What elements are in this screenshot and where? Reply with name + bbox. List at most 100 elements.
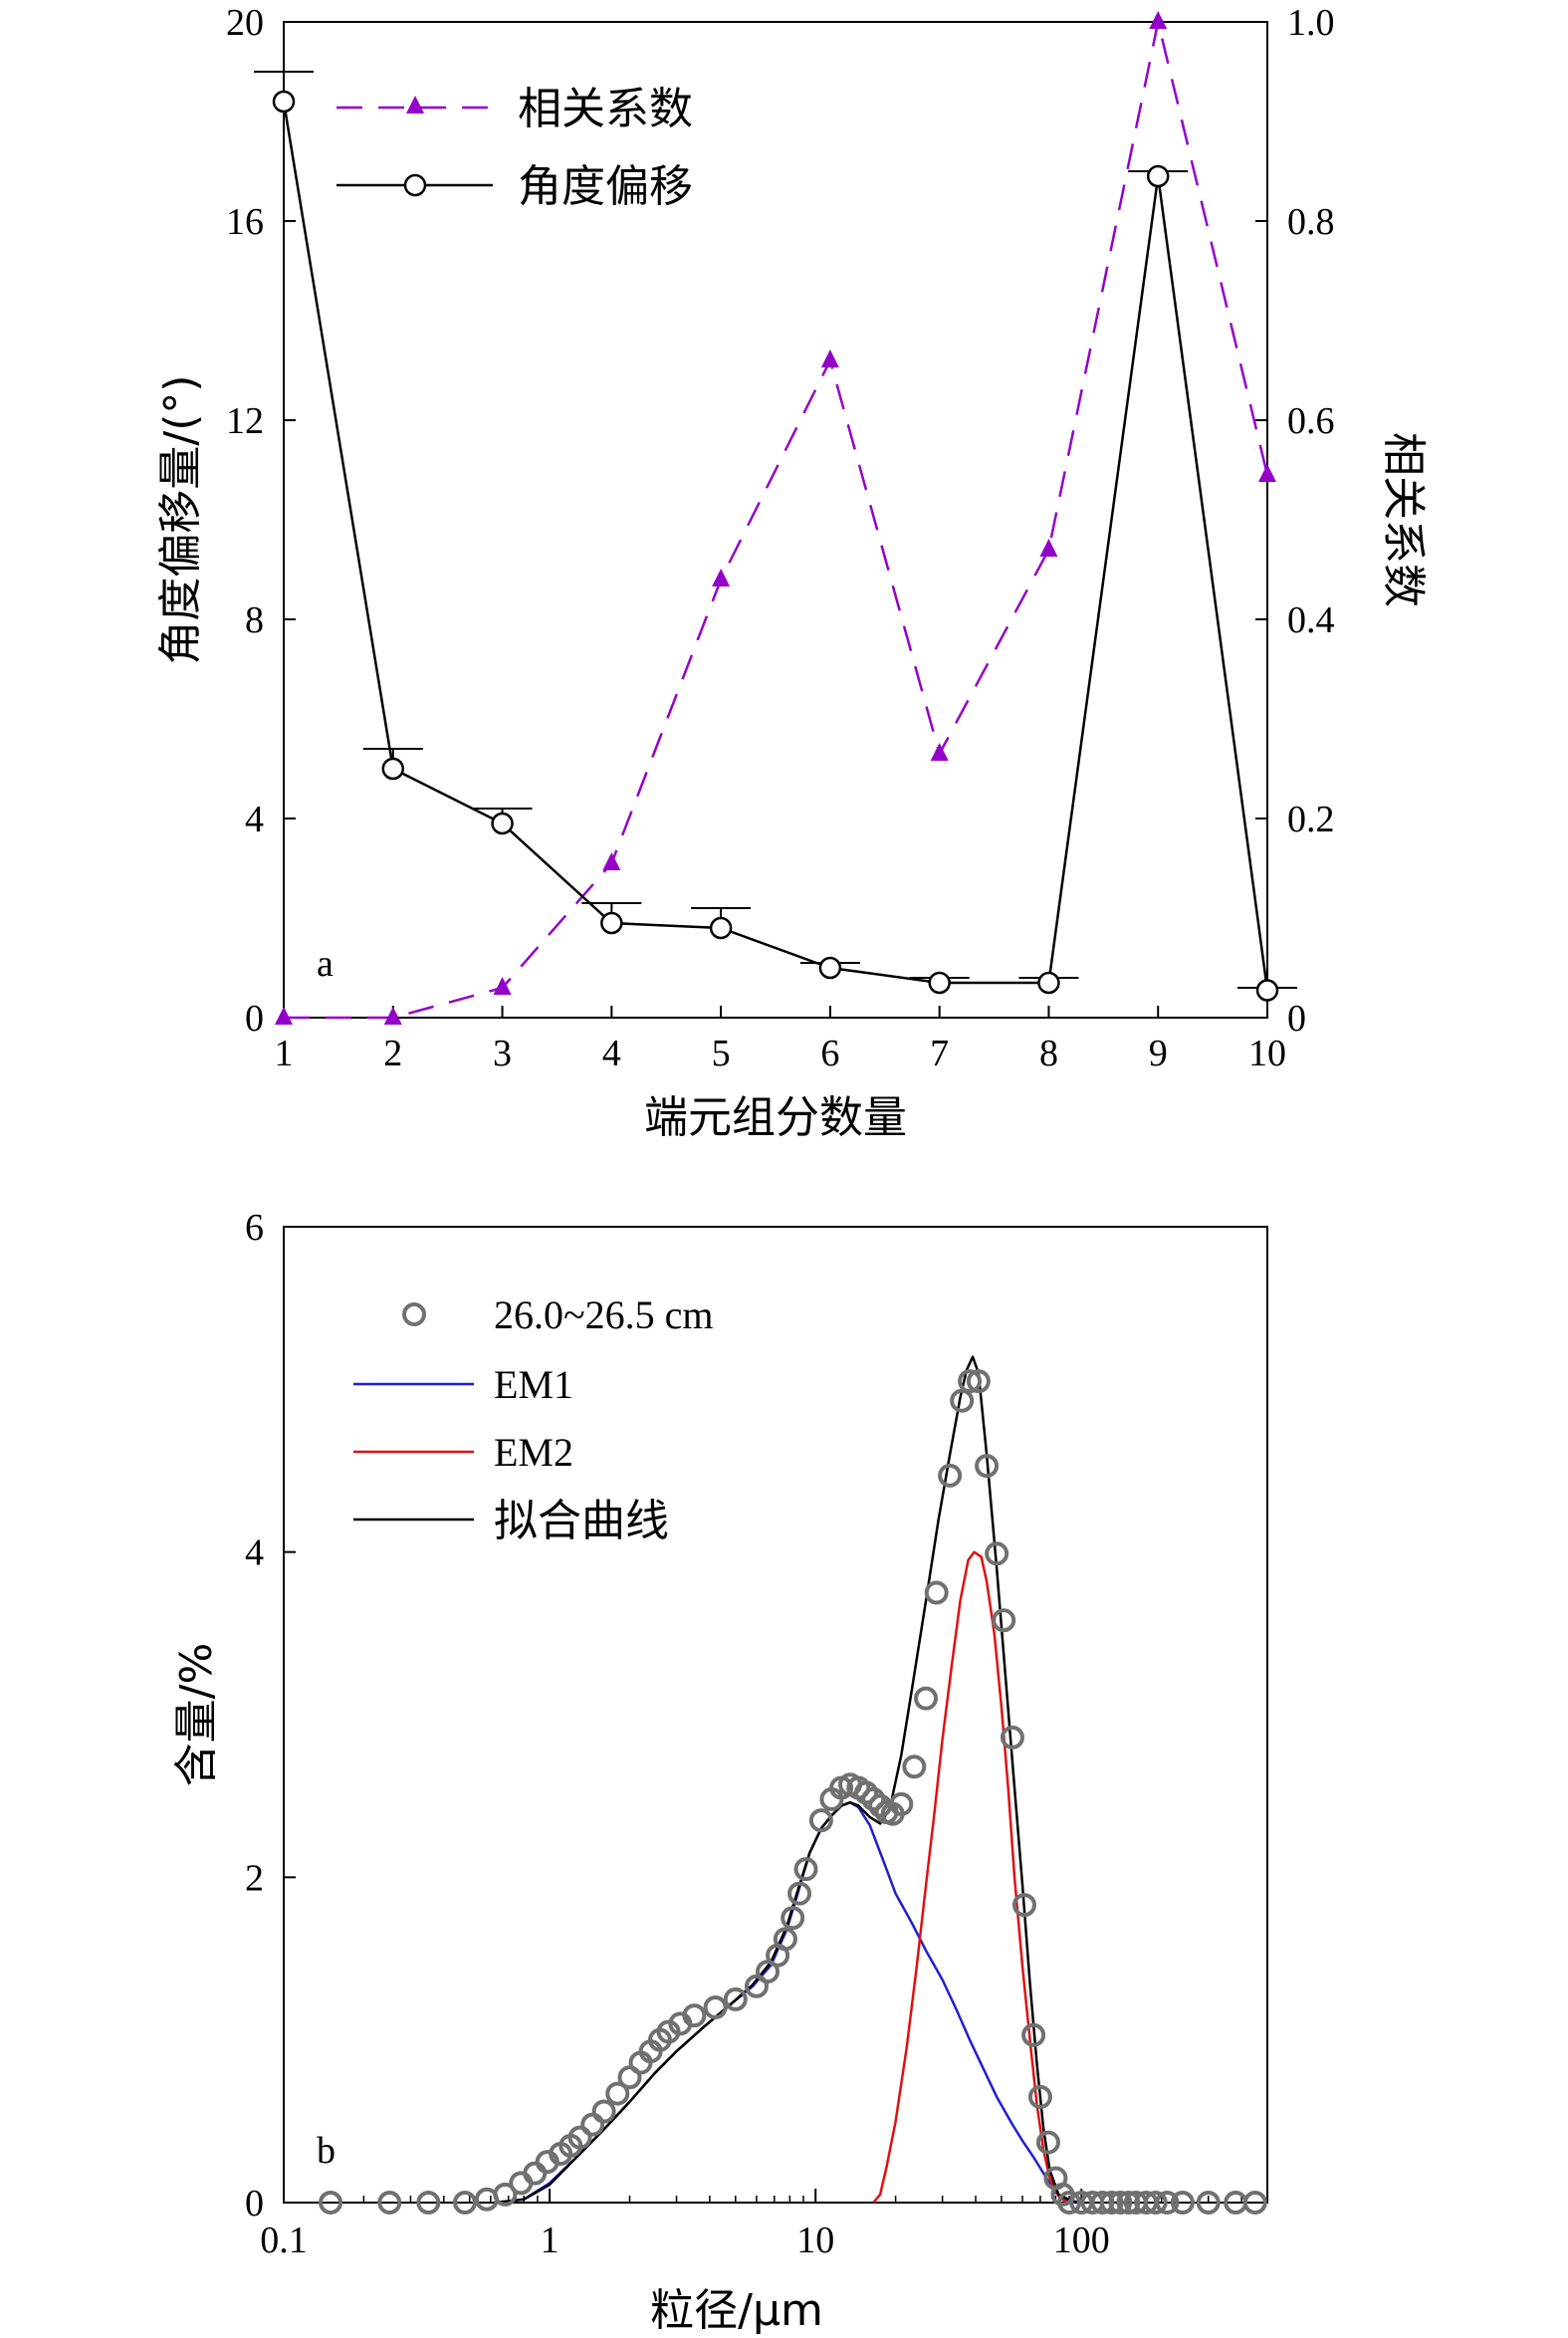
y-tick-label-left: 16 xyxy=(226,201,264,243)
sample-point xyxy=(975,1454,1000,1479)
sample-point xyxy=(889,1791,914,1816)
sample-point xyxy=(1000,1725,1024,1750)
panel-b-legend: 26.0~26.5 cm EM1 EM2 拟合曲线 xyxy=(353,1292,714,1546)
sample-point xyxy=(682,2003,707,2028)
x-tick-label: 10 xyxy=(796,2220,834,2261)
sample-point xyxy=(591,2099,616,2124)
sample-point xyxy=(493,2182,518,2207)
sample-point xyxy=(567,2125,592,2150)
legend-label-angle: 角度偏移 xyxy=(518,161,693,212)
legend-label-fit: 拟合曲线 xyxy=(494,1496,669,1546)
correlation-point xyxy=(820,350,839,367)
panel-a-series xyxy=(254,11,1297,1025)
correlation-point xyxy=(1258,464,1276,482)
sample-point xyxy=(808,1808,833,1833)
series-line-EM2 xyxy=(872,1550,1068,2204)
y-tick-label-right: 1.0 xyxy=(1287,2,1335,44)
sample-point xyxy=(1027,2084,1052,2109)
y-tick-label-right: 0.2 xyxy=(1287,799,1335,840)
sample-point xyxy=(1057,2191,1082,2215)
correlation-point xyxy=(275,1007,293,1025)
panel-a-plot-frame xyxy=(283,21,1268,1019)
sample-point xyxy=(580,2112,605,2137)
panel-b-y-ticks: 0 2 4 6 xyxy=(245,1207,296,2224)
correlation-point xyxy=(493,977,512,995)
sample-point xyxy=(1155,2191,1180,2215)
y-tick-label-left: 8 xyxy=(245,599,264,641)
sample-point xyxy=(992,1608,1016,1633)
legend-label-em1: EM1 xyxy=(494,1362,573,1407)
sample-point xyxy=(958,1369,983,1394)
sample-point xyxy=(1242,2191,1267,2215)
sample-point xyxy=(319,2191,343,2215)
sample-point xyxy=(985,1541,1009,1566)
correlation-point xyxy=(383,1007,402,1025)
legend-label-sample: 26.0~26.5 cm xyxy=(494,1292,714,1337)
sample-point xyxy=(1196,2191,1221,2215)
legend-label-correlation: 相关系数 xyxy=(518,84,693,134)
y-tick-label: 4 xyxy=(245,1532,264,1574)
angle-offset-point xyxy=(928,971,951,995)
y-tick-label-right: 0.8 xyxy=(1287,201,1335,243)
sample-point xyxy=(793,1857,818,1882)
legend-label-em2: EM2 xyxy=(494,1430,573,1475)
panel-a-x-axis-label: 端元组分数量 xyxy=(644,1092,907,1143)
series-line-拟合曲线 xyxy=(494,1355,1082,2205)
x-tick-label: 3 xyxy=(493,1033,512,1074)
angle-offset-point xyxy=(272,90,296,114)
sample-point xyxy=(416,2191,441,2215)
x-tick-label: 4 xyxy=(602,1033,621,1074)
panel-a-legend: 相关系数 角度偏移 xyxy=(336,84,693,212)
x-tick-label: 1 xyxy=(541,2220,560,2261)
angle-offset-point xyxy=(709,916,733,940)
sample-point xyxy=(787,1881,812,1906)
y-tick-label-right: 0.4 xyxy=(1287,599,1335,641)
legend-marker-open-circle-icon xyxy=(402,1302,426,1326)
correlation-point xyxy=(602,852,621,870)
y-tick-label: 2 xyxy=(245,1857,264,1899)
sample-point xyxy=(861,1786,886,1811)
panel-a-y-ticks-left: 0 4 8 12 16 20 xyxy=(226,2,296,1040)
panel-b-x-axis-label: 粒径/μm xyxy=(650,2285,823,2336)
x-tick-label: 9 xyxy=(1149,1033,1168,1074)
sample-point xyxy=(773,1927,797,1952)
y-tick-label-right: 0 xyxy=(1287,998,1306,1040)
sample-point xyxy=(523,2161,548,2186)
sample-point xyxy=(1108,2191,1133,2215)
correlation-point xyxy=(930,743,949,761)
panel-a-y-axis-label-left: 角度偏移量/(°) xyxy=(155,374,206,664)
correlation-point xyxy=(1149,11,1168,29)
correlation-line xyxy=(284,21,1269,1020)
x-tick-label: 6 xyxy=(820,1033,839,1074)
angle-offset-point xyxy=(1146,164,1170,188)
angle-offset-point xyxy=(491,812,514,835)
sample-point xyxy=(723,1987,748,2011)
legend-marker-triangle-icon xyxy=(406,96,424,114)
angle-offset-point xyxy=(1255,979,1279,1002)
sample-point xyxy=(509,2171,534,2196)
sample-point xyxy=(781,1906,805,1931)
legend-marker-circle-icon xyxy=(403,173,427,197)
sample-point xyxy=(924,1580,949,1605)
sample-point xyxy=(744,1974,769,1998)
y-tick-label-left: 4 xyxy=(245,799,264,840)
angle-offset-point xyxy=(381,757,405,781)
angle-offset-point xyxy=(600,911,623,935)
panel-a-x-ticks: 1 2 3 4 5 6 7 8 9 10 xyxy=(275,1006,1286,1074)
sample-point xyxy=(950,1388,975,1413)
panel-b-series xyxy=(319,1355,1267,2215)
sample-point xyxy=(1021,2022,1046,2047)
x-tick-label: 2 xyxy=(383,1033,402,1074)
panel-b-chart: 0.1 1 10 100 0 2 4 6 b 粒径/μm 含量/% 26.0~26.5 cm… xyxy=(171,1207,1268,2336)
sample-point xyxy=(966,1369,991,1394)
sample-point xyxy=(914,1686,939,1711)
sample-point xyxy=(377,2191,402,2215)
y-tick-label-left: 20 xyxy=(226,2,264,44)
panel-b-plot-frame xyxy=(283,1226,1268,2204)
panel-a-label: a xyxy=(317,943,334,985)
panel-b-y-axis-label: 含量/% xyxy=(171,1643,222,1787)
panel-a-y-ticks-right: 0 0.2 0.4 0.6 0.8 1.0 xyxy=(1255,2,1335,1040)
x-tick-label: 7 xyxy=(930,1033,949,1074)
